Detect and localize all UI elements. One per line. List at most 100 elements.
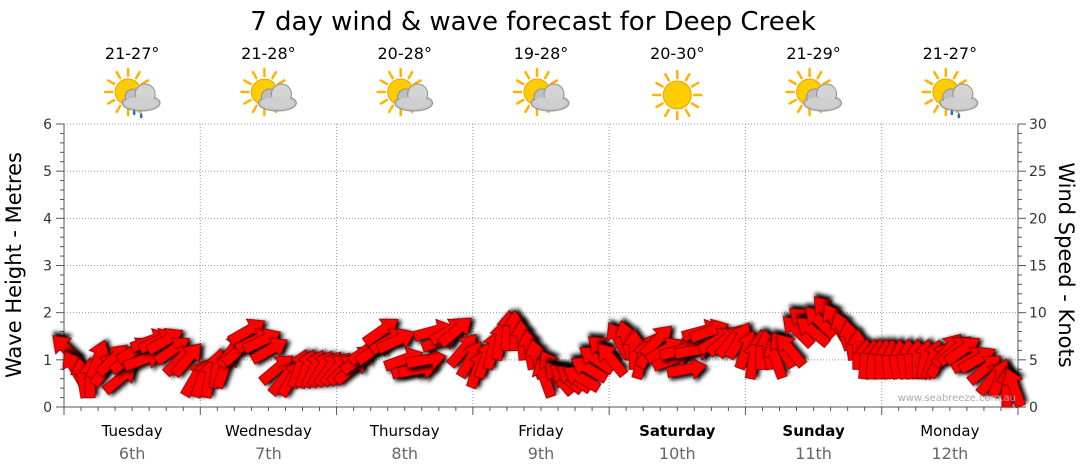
- day-date-label: 11th: [795, 444, 832, 463]
- cloud-fill: [941, 97, 976, 109]
- sun-ray: [387, 70, 394, 80]
- wind-arrow: [570, 356, 609, 384]
- wind-arrow: [1001, 367, 1027, 409]
- sun-cloud-icon: [785, 67, 843, 117]
- cloud-fill: [533, 97, 567, 109]
- wind-arrow: [563, 365, 602, 394]
- wind-arrow: [776, 333, 808, 369]
- cloud-fill: [805, 97, 840, 109]
- sun-ray: [515, 79, 525, 86]
- sun-ray: [115, 70, 122, 80]
- sun-ray: [690, 102, 700, 109]
- right-tick-label: 0: [1029, 400, 1038, 416]
- sun-ray: [243, 79, 252, 86]
- left-tick-label: 3: [43, 259, 52, 275]
- wind-arrow: [405, 347, 447, 371]
- sun-ray: [379, 79, 389, 86]
- temperature-label: 21-28°: [241, 44, 296, 63]
- day-date-label: 8th: [391, 444, 418, 463]
- wind-speed-axis: 0 5 10 15 20 25 30: [1029, 117, 1047, 416]
- left-tick-label: 1: [43, 353, 52, 369]
- sun-ray: [796, 104, 803, 114]
- day-name-label: Thursday: [369, 422, 440, 440]
- left-tick-label: 4: [43, 211, 52, 227]
- sun-ray: [655, 102, 664, 109]
- cloud-fill: [260, 97, 295, 109]
- sun-ray: [524, 70, 531, 80]
- wind-arrow: [249, 337, 288, 365]
- right-tick-label: 30: [1029, 117, 1047, 133]
- day-name-label: Wednesday: [225, 422, 312, 440]
- sun-ray: [379, 98, 389, 105]
- sun-ray: [690, 81, 700, 88]
- day-date-label: 9th: [528, 444, 555, 463]
- sun-ray: [140, 79, 150, 86]
- left-tick-label: 6: [43, 117, 52, 133]
- day-name-label: Friday: [518, 422, 564, 440]
- sun-ray: [251, 70, 258, 80]
- sun-ray: [115, 104, 122, 114]
- sun-ray: [664, 72, 671, 82]
- left-tick-label: 0: [43, 400, 52, 416]
- wind-arrows: [52, 296, 1027, 409]
- sun-ray: [684, 72, 691, 82]
- sun-ray: [796, 70, 803, 80]
- temperature-label: 19-28°: [514, 44, 569, 63]
- right-axis-label: Wind Speed - Knots: [1054, 162, 1078, 367]
- sun-ray: [543, 70, 550, 80]
- sun-ray: [134, 70, 141, 80]
- sun-ray: [952, 70, 959, 80]
- left-tick-label: 2: [43, 306, 52, 322]
- sun-ray: [277, 79, 286, 86]
- wind-arrow: [375, 327, 416, 355]
- right-tick-label: 20: [1029, 211, 1047, 227]
- sun-icon: [652, 69, 703, 121]
- cloud-fill: [396, 97, 431, 109]
- wind-arrow: [361, 318, 399, 348]
- sun-ray: [243, 98, 252, 105]
- sun-ray: [924, 79, 934, 86]
- sun-ray: [822, 79, 831, 86]
- left-tick-label: 5: [43, 164, 52, 180]
- sun-ray: [549, 79, 559, 86]
- rain-drop: [950, 109, 954, 116]
- temperature-label: 21-29°: [786, 44, 841, 63]
- rain-drop: [132, 109, 136, 116]
- cloud-fill: [124, 97, 159, 109]
- sun-ray: [106, 98, 116, 105]
- sun-ray: [655, 81, 664, 88]
- sun-ray: [251, 104, 258, 114]
- sun-ray: [788, 79, 797, 86]
- sun-ray: [271, 70, 278, 80]
- sun-disc: [662, 80, 692, 110]
- wind-arrow: [796, 317, 832, 349]
- wind-arrow: [666, 356, 708, 380]
- temperature-label: 20-30°: [650, 44, 705, 63]
- day-date-label: 6th: [119, 444, 146, 463]
- right-tick-label: 5: [1029, 353, 1038, 369]
- sun-ray: [816, 70, 823, 80]
- temperature-label: 20-28°: [377, 44, 432, 63]
- sun-ray: [524, 104, 531, 114]
- day-headers: 21-27° 21-28° 20-28° 19-28° 20-30° 21-29° 21-2…: [103, 44, 979, 121]
- temperature-label: 21-27°: [923, 44, 978, 63]
- sun-ray: [788, 98, 797, 105]
- sun-cloud-icon: [240, 67, 297, 117]
- sun-cloud-rain-icon: [103, 67, 161, 119]
- wind-arrow: [170, 343, 201, 379]
- sun-ray: [924, 98, 934, 105]
- right-tick-label: 25: [1029, 164, 1047, 180]
- temperature-label: 21-27°: [105, 44, 160, 63]
- right-tick-label: 10: [1029, 306, 1047, 322]
- day-name-label: Saturday: [639, 422, 716, 440]
- day-name-label: Sunday: [782, 422, 845, 440]
- wind-arrow: [436, 317, 472, 349]
- left-axis-label: Wave Height - Metres: [2, 152, 26, 378]
- sun-ray: [106, 79, 116, 86]
- day-date-label: 7th: [255, 444, 282, 463]
- day-labels: Tuesday 6th Wednesday 7th Thursday 8th Friday 9…: [101, 422, 980, 463]
- wind-arrow: [597, 343, 629, 379]
- day-name-label: Monday: [920, 422, 979, 440]
- sun-ray: [933, 104, 940, 114]
